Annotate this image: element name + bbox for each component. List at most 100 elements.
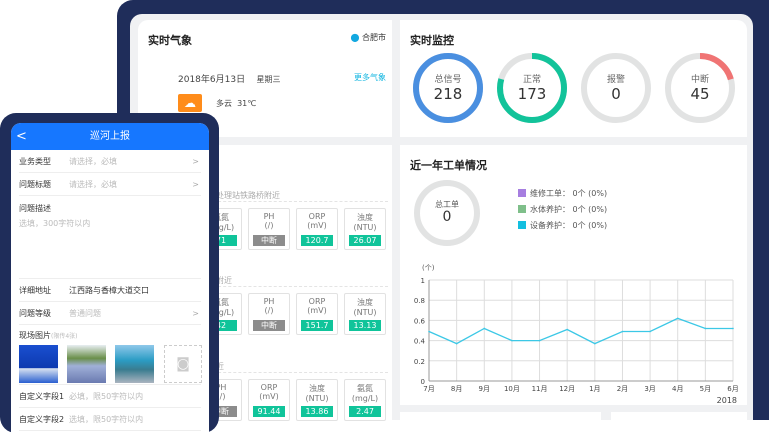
total-workorder-value: 0 xyxy=(442,209,452,225)
data-point xyxy=(428,330,430,333)
sensor-name: ORP xyxy=(308,212,326,221)
data-point xyxy=(621,330,624,333)
x-tick-label: 2月 xyxy=(617,385,628,393)
monitor-ring-0[interactable]: 总信号 218 xyxy=(412,52,484,124)
sensor-unit: (mg/L) xyxy=(207,223,235,232)
monitor-ring-3[interactable]: 中断 45 xyxy=(664,52,736,124)
weather-temp: 31℃ xyxy=(237,99,257,108)
legend-label: 水体养护： xyxy=(530,205,570,214)
monitor-ring-1[interactable]: 正常 173 xyxy=(496,52,568,124)
bottom-card-left xyxy=(400,412,601,432)
ring-chart xyxy=(413,53,483,123)
sensor-reading-card[interactable]: ORP (mV) 120.7 xyxy=(296,208,338,250)
weather-weekday: 星期三 xyxy=(256,75,281,84)
weather-date: 2018年6月13日 xyxy=(178,75,246,85)
sensor-name: 氨氮 xyxy=(357,384,373,393)
chevron-right-icon: > xyxy=(192,180,199,189)
workorder-line-chart: (个) 0 0.2 0.4 0.6 0.8 1 7月 8月 9月 10月 11月 12月 1月 2月 3月 4月… xyxy=(414,264,739,405)
sensor-name: 浊度 xyxy=(309,384,325,393)
ring-label: 报警 xyxy=(606,75,625,85)
field-placeholder: 请选择，必填 xyxy=(69,157,117,166)
legend-item: 水体养护： 0个 (0%) xyxy=(518,204,607,215)
sensor-value: 13.86 xyxy=(301,406,333,417)
ring-chart xyxy=(665,53,735,123)
ring-label: 总信号 xyxy=(434,75,462,85)
back-icon[interactable]: < xyxy=(16,129,27,144)
address-field[interactable]: 详细地址 江西路与香樟大道交口 xyxy=(19,279,201,302)
sensor-value: 13.13 xyxy=(349,320,381,331)
data-point xyxy=(704,327,707,330)
sensor-value: 中断 xyxy=(205,406,237,417)
sensor-name: ORP xyxy=(308,297,326,306)
photo-thumbnail[interactable] xyxy=(115,345,154,383)
photo-thumbnail[interactable] xyxy=(67,345,106,383)
photo-thumbnail[interactable] xyxy=(19,345,58,383)
workorder-title: 近一年工单情况 xyxy=(410,159,487,172)
field-label: 问题描述 xyxy=(19,204,51,213)
sensor-reading-card[interactable]: 浊度 (NTU) 13.86 xyxy=(296,379,338,421)
issue-level-field[interactable]: 问题等级 普通问题 > xyxy=(19,302,201,325)
legend-value: 0个 (0%) xyxy=(572,189,608,198)
x-tick-label: 9月 xyxy=(479,385,490,393)
partly-cloudy-icon: ☁ xyxy=(178,94,202,112)
add-photo-button[interactable]: ◙ xyxy=(164,345,202,383)
phone-title: 巡河上报 xyxy=(90,131,130,142)
monitor-ring-2[interactable]: 报警 0 xyxy=(580,52,652,124)
ring-label: 中断 xyxy=(690,75,709,85)
field-label: 详细地址 xyxy=(19,286,51,295)
issue-description-field[interactable]: 问题描述 选填，300字符以内 xyxy=(19,196,201,279)
field-label: 问题标题 xyxy=(19,180,51,189)
workorder-card: 近一年工单情况 总工单 0 维修工单： 0个 (0%) 水体养护： 0个 (0%)… xyxy=(400,145,747,405)
x-tick-label: 6月 xyxy=(727,385,738,393)
business-type-field[interactable]: 业务类型 请选择，必填 > xyxy=(19,150,201,173)
y-tick-label: 0.2 xyxy=(414,358,425,366)
sensor-reading-card[interactable]: PH (/) 中断 xyxy=(248,208,290,250)
data-point xyxy=(676,317,679,320)
sensor-reading-card[interactable]: 浊度 (NTU) 26.07 xyxy=(344,208,386,250)
weather-title: 实时气象 xyxy=(148,34,192,47)
sensor-reading-card[interactable]: ORP (mV) 151.7 xyxy=(296,293,338,335)
sensor-value: 42 xyxy=(205,320,237,331)
more-weather-link[interactable]: 更多气象 xyxy=(354,73,386,82)
sensor-value: 151.7 xyxy=(301,320,333,331)
sensor-reading-card[interactable]: ORP (mV) 91.44 xyxy=(248,379,290,421)
sensor-name: ORP xyxy=(260,383,278,392)
weather-condition: 多云 xyxy=(216,99,232,108)
series-line xyxy=(428,317,733,345)
issue-title-field[interactable]: 问题标题 请选择，必填 > xyxy=(19,173,201,196)
legend-item: 设备养护： 0个 (0%) xyxy=(518,220,607,231)
field-label: 自定义字段1 xyxy=(19,392,65,401)
sensor-reading-card[interactable]: 浊度 (NTU) 13.13 xyxy=(344,293,386,335)
sensor-unit: (NTU) xyxy=(353,223,377,232)
data-point xyxy=(538,339,541,342)
field-label: 问题等级 xyxy=(19,309,51,318)
field-label: 业务类型 xyxy=(19,157,51,166)
x-tick-label: 8月 xyxy=(451,385,462,393)
field-placeholder: 必填，限50字符以内 xyxy=(69,392,144,401)
sensor-value: 2.47 xyxy=(349,406,381,417)
ring-value: 218 xyxy=(433,85,463,103)
y-tick-label: 0.8 xyxy=(414,297,425,305)
data-point xyxy=(566,328,568,331)
ring-chart xyxy=(497,53,567,123)
y-tick-label: 1 xyxy=(421,277,425,285)
sensor-value: 120.7 xyxy=(301,235,333,246)
chevron-right-icon: > xyxy=(192,157,199,166)
ring-value: 0 xyxy=(611,85,621,103)
sensor-name: PH xyxy=(263,212,275,221)
city-selector[interactable]: ⬤ 合肥市 xyxy=(351,32,387,43)
y-axis-unit: (个) xyxy=(422,264,435,272)
sensor-reading-card[interactable]: 氨氮 (mg/L) 2.47 xyxy=(344,379,386,421)
monitor-title: 实时监控 xyxy=(410,34,454,47)
field-value: 江西路与香樟大道交口 xyxy=(69,286,149,295)
sensor-section-title: 桥附近 xyxy=(208,275,388,287)
sensor-value: 26.07 xyxy=(349,235,381,246)
photos-hint: (限传4张) xyxy=(51,333,78,340)
patrol-report-screen: < 巡河上报 业务类型 请选择，必填 > 问题标题 请选择，必填 > 问题描述 选填，3… xyxy=(11,123,209,433)
sensor-reading-card[interactable]: PH (/) 中断 xyxy=(248,293,290,335)
sensor-name: 浊度 xyxy=(357,298,373,307)
data-point xyxy=(594,342,596,345)
sensor-value: 91.44 xyxy=(253,406,285,417)
monitor-card: 实时监控 总信号 218 正常 173 报警 0 中断 45 xyxy=(400,20,747,137)
custom-field-1[interactable]: 自定义字段1 必填，限50字符以内 xyxy=(19,385,201,408)
